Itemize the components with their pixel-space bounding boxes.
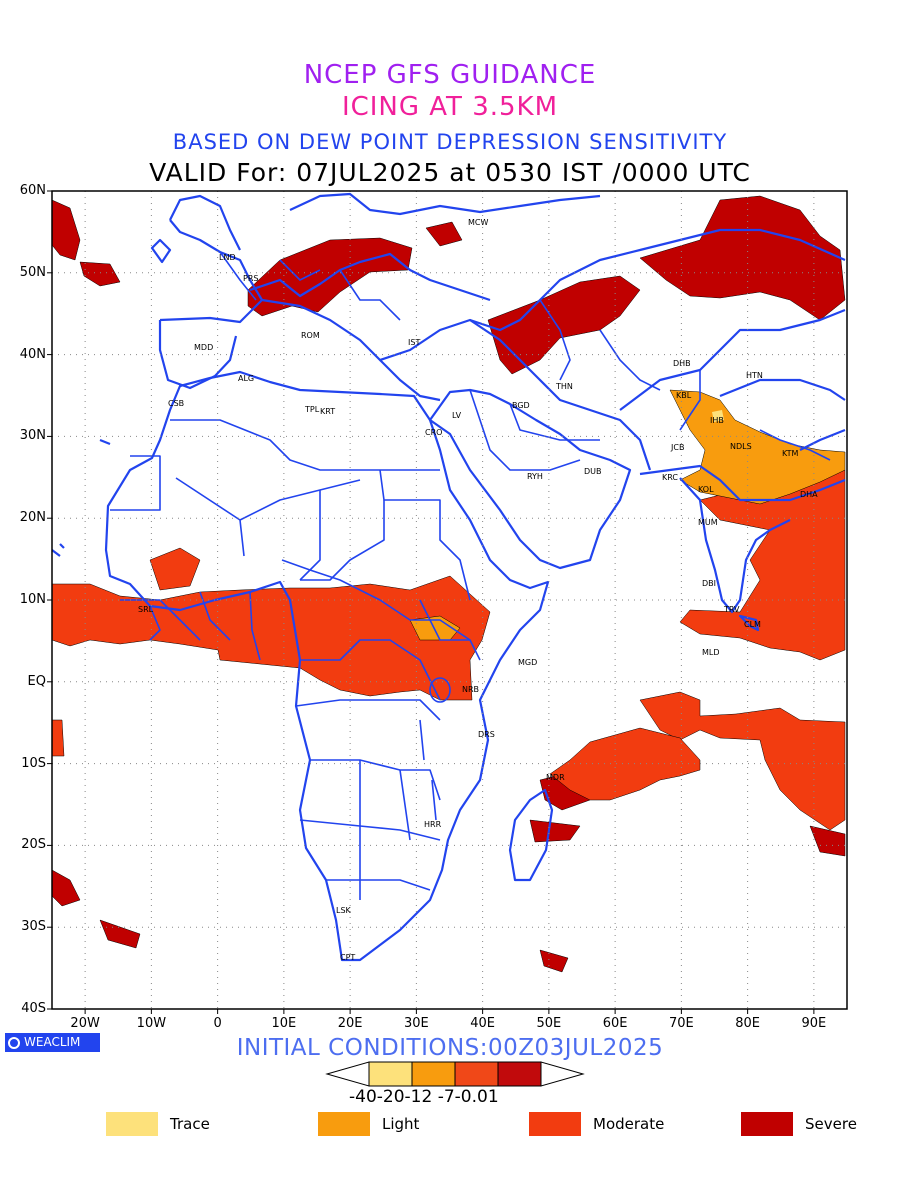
city-label: DBI	[702, 579, 716, 588]
lat-label: 30S	[21, 919, 46, 935]
legend-swatch-light	[318, 1112, 370, 1136]
lat-label: 20S	[21, 837, 46, 853]
legend-label-trace: Trace	[170, 1115, 210, 1133]
city-label: PRS	[243, 274, 258, 283]
city-label: THN	[555, 382, 573, 391]
valid-time: VALID For: 07JUL2025 at 0530 IST /0000 U…	[149, 158, 751, 187]
lat-label: EQ	[27, 673, 46, 689]
colorbar-right-arrow	[540, 1061, 585, 1087]
city-label: TPL	[304, 405, 320, 414]
lat-label: 10N	[19, 592, 46, 607]
coastlines	[52, 192, 846, 962]
city-label: MDR	[546, 773, 565, 782]
icing-trace-regions	[712, 410, 724, 422]
axis-ticks	[47, 190, 815, 1014]
city-label: IHB	[710, 416, 724, 425]
weaclim-logo: WEACLIM	[5, 1033, 100, 1052]
city-label: MDD	[194, 343, 213, 352]
city-label: IST	[408, 338, 420, 347]
title-line-3: BASED ON DEW POINT DEPRESSION SENSITIVIT…	[172, 130, 728, 154]
title-line-2: ICING AT 3.5KM	[341, 92, 559, 122]
city-label: KTM	[782, 449, 799, 458]
colorbar	[325, 1061, 585, 1087]
lat-label: 30N	[19, 428, 46, 444]
lakes	[419, 677, 451, 821]
lon-label: 50E	[536, 1016, 562, 1031]
lat-label: 10S	[21, 755, 46, 771]
city-label: DRS	[478, 730, 495, 739]
city-label: CRO	[425, 428, 442, 437]
lon-label: 60E	[602, 1016, 628, 1031]
lon-label: 40E	[470, 1016, 495, 1031]
city-label: BGD	[512, 401, 530, 410]
icing-moderate-regions	[52, 469, 846, 831]
lon-label: 0	[213, 1016, 222, 1031]
lat-lon-grid	[52, 191, 847, 1009]
legend-swatch-severe	[741, 1112, 793, 1136]
city-label: MGD	[518, 658, 537, 667]
lat-label: 40N	[19, 346, 46, 362]
initial-conditions: INITIAL CONDITIONS:00Z03JUL2025	[236, 1035, 664, 1061]
colorbar-swatch	[411, 1061, 456, 1087]
colorbar-swatch	[368, 1061, 413, 1087]
city-label: DHA	[800, 490, 818, 499]
colorbar-tick-labels: -40-20-12 -7-0.01	[349, 1087, 499, 1107]
city-label: MCW	[468, 218, 488, 227]
city-label: HTN	[746, 371, 763, 380]
city-label: LV	[452, 411, 462, 420]
city-label: CPT	[340, 953, 355, 962]
city-label: ROM	[301, 331, 320, 340]
city-label: JCB	[670, 443, 684, 452]
lat-label: 50N	[19, 264, 46, 280]
city-label: CSB	[168, 399, 184, 408]
map-content: MCW LND PRS MDD ROM IST ALG CSB TPL KRT CRO LV BGD TH…	[52, 191, 847, 1009]
city-label: LSK	[336, 906, 352, 915]
lon-label: 90E	[801, 1016, 827, 1031]
title-line-1: NCEP GFS GUIDANCE	[303, 60, 597, 90]
lon-label: 10W	[136, 1016, 167, 1031]
city-label: MUM	[698, 518, 718, 527]
city-label: LND	[219, 253, 236, 262]
lon-label: 20W	[70, 1016, 100, 1031]
colorbar-left-arrow	[325, 1061, 370, 1087]
lat-label: 20N	[19, 510, 46, 526]
city-label: ALG	[238, 374, 254, 383]
country-borders	[110, 251, 831, 900]
colorbar-swatch	[497, 1061, 542, 1087]
lon-label: 20E	[337, 1016, 363, 1031]
lon-label: 30E	[403, 1016, 429, 1031]
city-label: CLM	[744, 620, 761, 629]
lon-label: 10E	[271, 1016, 297, 1031]
city-label: TRV	[723, 605, 740, 614]
city-label: HRR	[424, 820, 442, 829]
colorbar-swatch	[454, 1061, 499, 1087]
city-label: NRB	[462, 685, 479, 694]
city-labels: MCW LND PRS MDD ROM IST ALG CSB TPL KRT CRO LV BGD TH…	[138, 218, 818, 962]
logo-circle-icon	[8, 1037, 20, 1049]
city-label: KOL	[698, 485, 714, 494]
lon-label: 70E	[668, 1016, 694, 1031]
city-label: KRT	[320, 407, 335, 416]
city-label: SRL	[138, 605, 154, 614]
lat-label: 40S	[21, 1001, 46, 1016]
city-label: NDLS	[730, 442, 752, 451]
legend-label-light: Light	[382, 1115, 420, 1133]
city-label: DUB	[584, 467, 602, 476]
city-label: RYH	[527, 472, 543, 481]
legend-label-moderate: Moderate	[593, 1115, 665, 1133]
city-label: MLD	[702, 648, 720, 657]
city-label: KBL	[676, 391, 692, 400]
city-label: DHB	[673, 359, 691, 368]
legend-swatch-moderate	[529, 1112, 581, 1136]
city-label: KRC	[662, 473, 678, 482]
legend-label-severe: Severe	[805, 1115, 857, 1133]
lat-label: 60N	[19, 183, 46, 198]
legend-swatch-trace	[106, 1112, 158, 1136]
lon-label: 80E	[735, 1016, 760, 1031]
